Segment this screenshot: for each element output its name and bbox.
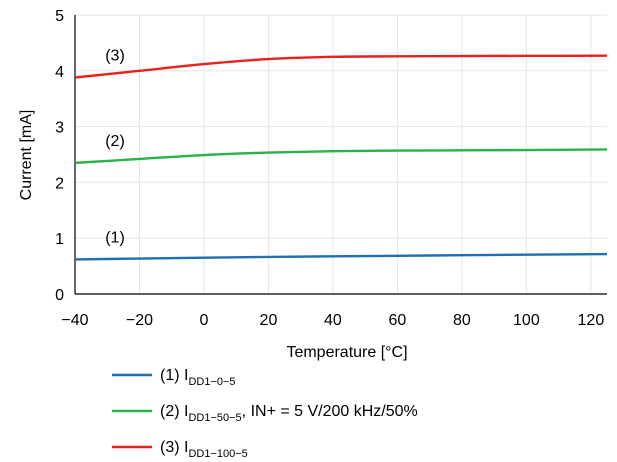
y-tick-label: 2: [55, 175, 64, 192]
series-annotation-2: (2): [105, 133, 125, 150]
x-tick-label: 80: [453, 312, 471, 329]
series-annotation-1: (1): [105, 229, 125, 246]
x-tick-label: 60: [389, 312, 407, 329]
y-tick-label: 5: [55, 8, 64, 25]
legend: (1) IDD1−0−5 (2) IDD1−50−5, IN+ = 5 V/200…: [112, 367, 418, 460]
y-tick-label: 3: [55, 120, 64, 137]
series-line-2: [74, 148, 608, 165]
x-tick-label: −40: [61, 312, 88, 329]
series-line-3: [74, 54, 608, 79]
y-tick-label: 4: [55, 64, 64, 81]
y-tick-label: 1: [55, 231, 64, 248]
legend-entry-3: (3) IDD1−100−5: [160, 439, 248, 460]
series-lines: [74, 54, 608, 261]
x-tick-label: 20: [260, 312, 278, 329]
series-annotations: (1) (2) (3): [105, 47, 125, 246]
series-line-1: [74, 252, 608, 261]
x-tick-label: 120: [578, 312, 605, 329]
x-tick-labels: −40 −20 0 20 40 60 80 100 120: [61, 312, 604, 329]
x-tick-label: −20: [126, 312, 153, 329]
grid-lines: [74, 14, 607, 294]
x-tick-label: 100: [513, 312, 540, 329]
y-tick-labels: 0 1 2 3 4 5: [55, 8, 64, 304]
y-axis-label: Current [mA]: [18, 110, 35, 201]
axes: [74, 15, 607, 295]
legend-entry-1: (1) IDD1−0−5: [160, 367, 236, 388]
series-annotation-3: (3): [105, 47, 125, 64]
y-tick-label: 0: [55, 287, 64, 304]
legend-entry-2: (2) IDD1−50−5, IN+ = 5 V/200 kHz/50%: [160, 403, 418, 424]
x-axis-label: Temperature [°C]: [286, 344, 407, 361]
x-tick-label: 40: [324, 312, 342, 329]
x-tick-label: 0: [200, 312, 209, 329]
